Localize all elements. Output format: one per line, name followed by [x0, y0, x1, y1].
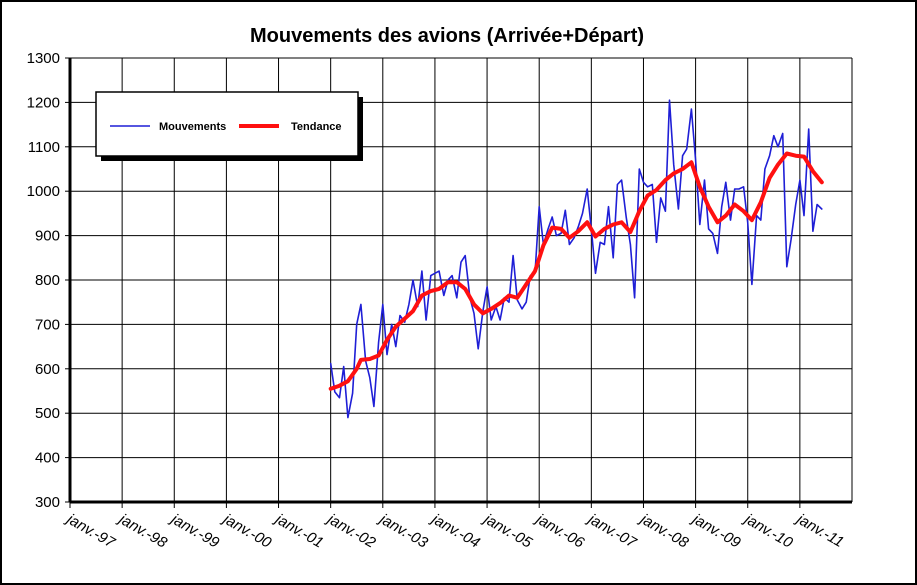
y-tick-label: 1200	[27, 94, 60, 111]
series-lines	[328, 99, 824, 419]
x-tick-label: janv.-97	[62, 510, 118, 552]
y-tick-label: 900	[35, 228, 60, 245]
y-tick-label: 500	[35, 405, 60, 422]
y-tick-label: 700	[35, 316, 60, 333]
x-tick-label: janv.-98	[114, 510, 170, 552]
x-tick-label: janv.-04	[427, 510, 482, 552]
y-tick-label: 1000	[27, 183, 60, 200]
x-tick-label: janv.-11	[792, 510, 847, 551]
y-tick-label: 300	[35, 494, 60, 511]
y-tick-label: 400	[35, 450, 60, 467]
series-line-tendance	[328, 151, 824, 391]
x-tick-label: janv.-01	[271, 510, 326, 552]
x-tick-label: janv.-99	[167, 510, 223, 552]
x-tick-label: janv.-10	[740, 510, 796, 552]
x-tick-label: janv.-07	[584, 510, 640, 552]
x-tick-label: janv.-09	[688, 510, 744, 552]
x-tick-label: janv.-02	[323, 510, 379, 552]
legend: Mouvements Tendance	[95, 91, 363, 161]
legend-label-tendance: Tendance	[291, 121, 342, 133]
x-tick-label: janv.-08	[636, 510, 692, 552]
y-tick-label: 1300	[27, 50, 60, 67]
legend-box	[95, 91, 359, 157]
x-tick-label: janv.-00	[219, 510, 275, 552]
x-tick-label: janv.-06	[531, 510, 587, 552]
x-tick-label: janv.-03	[375, 510, 431, 552]
chart-title: Mouvements des avions (Arrivée+Départ)	[250, 25, 644, 47]
y-tick-label: 1100	[28, 139, 60, 156]
x-tick-label: janv.-05	[479, 510, 535, 552]
legend-label-mouvements: Mouvements	[159, 121, 226, 133]
y-tick-label: 800	[35, 272, 60, 289]
y-tick-label: 600	[35, 361, 60, 378]
